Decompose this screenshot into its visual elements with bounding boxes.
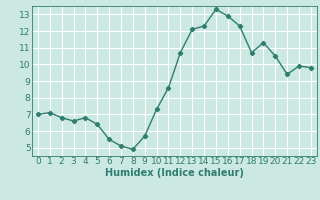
X-axis label: Humidex (Indice chaleur): Humidex (Indice chaleur) [105,168,244,178]
